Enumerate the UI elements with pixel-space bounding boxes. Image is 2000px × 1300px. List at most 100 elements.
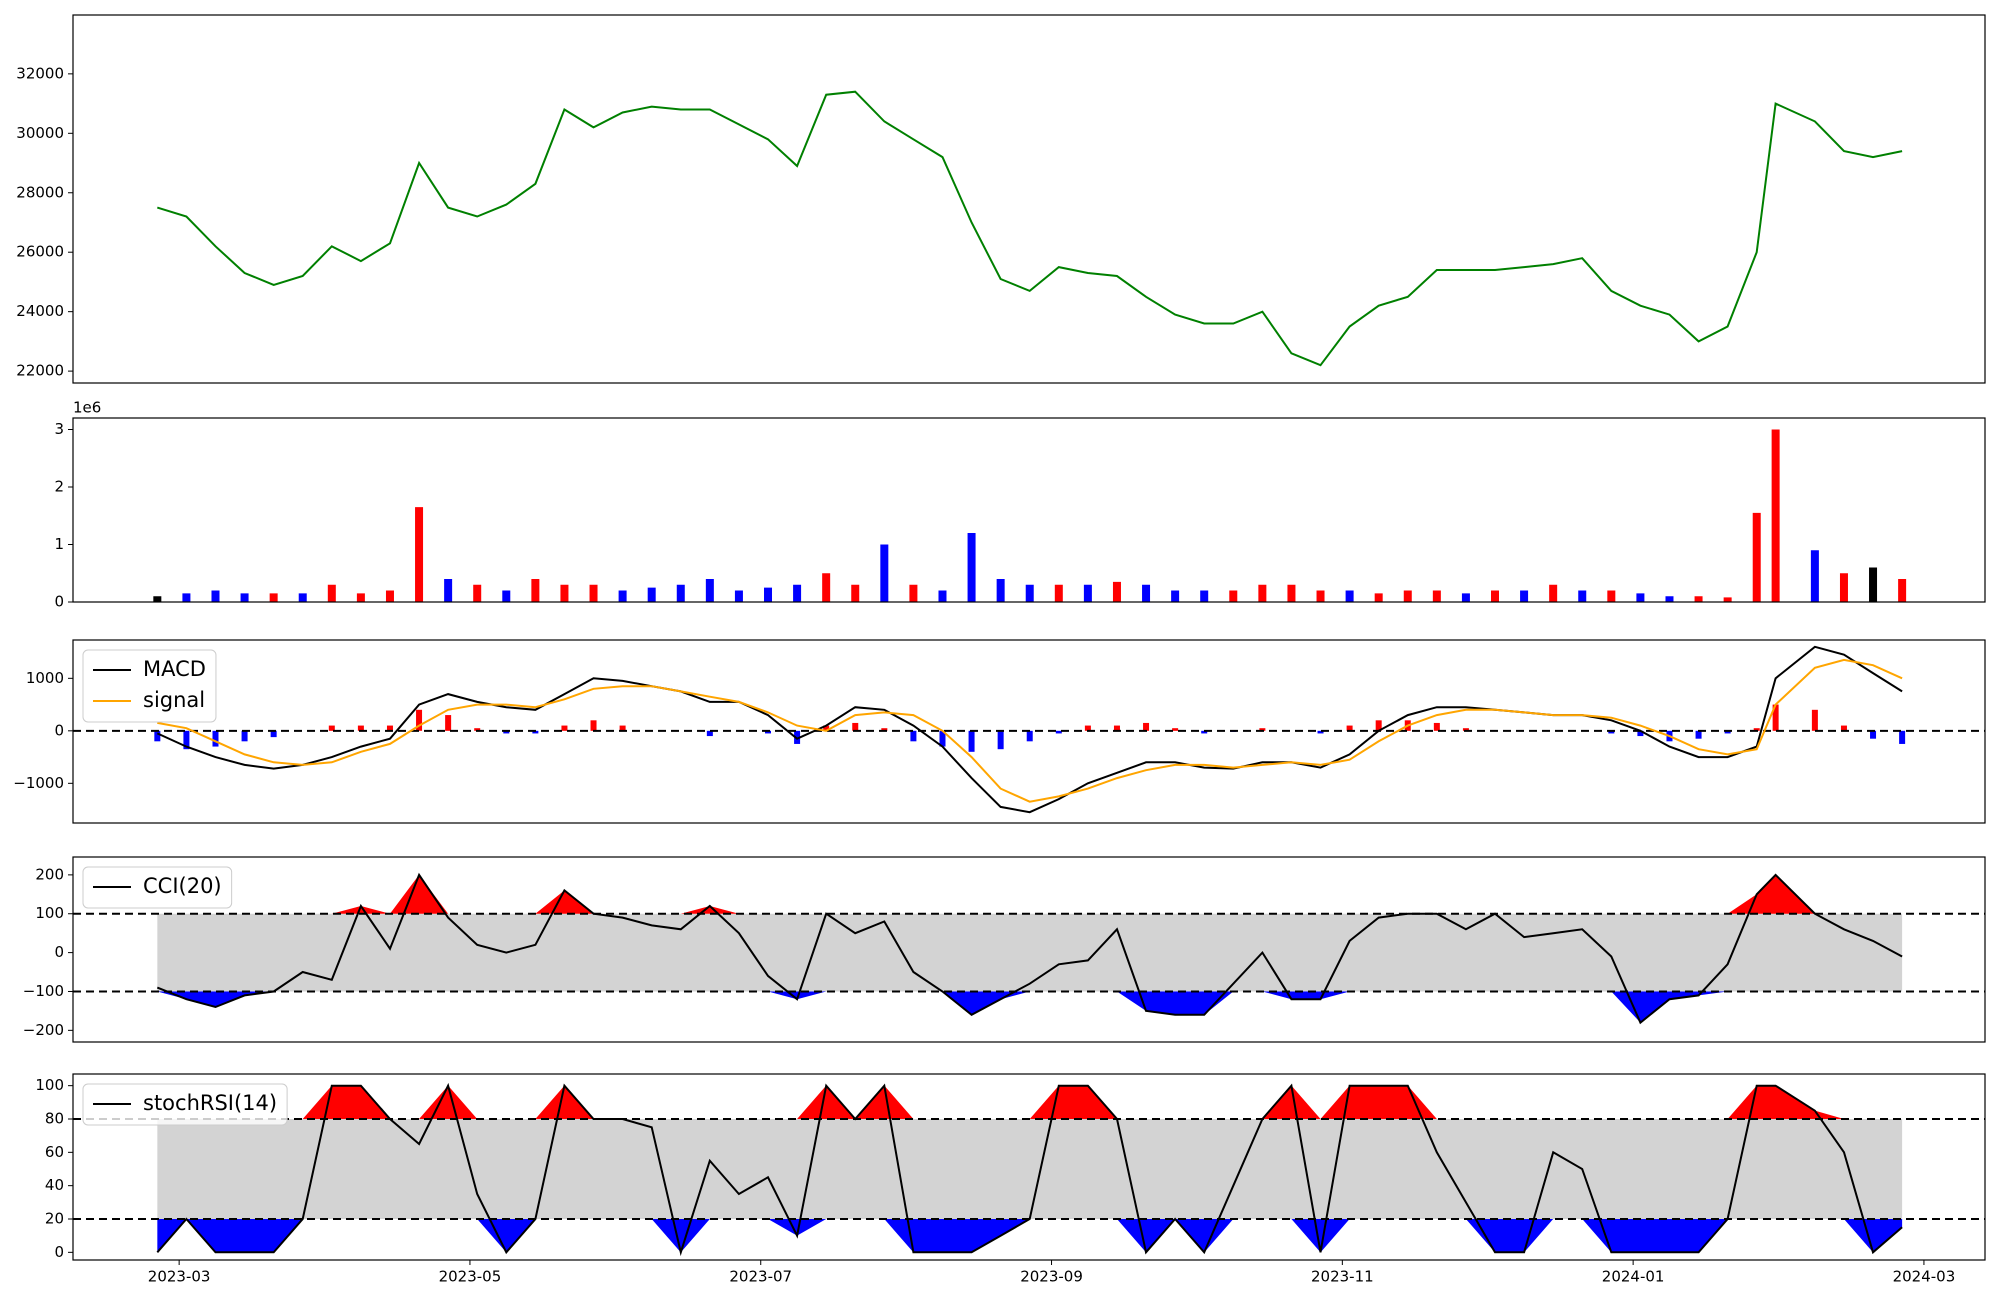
y-tick-label: 3 <box>54 420 64 438</box>
volume-bar <box>1432 590 1441 602</box>
panel-frame <box>72 856 1986 1043</box>
histogram-bar <box>1172 728 1179 731</box>
histogram-bar <box>532 730 539 734</box>
y-tick-label: 80 <box>45 1110 64 1128</box>
histogram-bar <box>939 730 946 747</box>
overbought-fill <box>157 1085 1903 1119</box>
histogram-bar <box>1811 709 1818 731</box>
volume-bar <box>1578 590 1587 602</box>
y-tick-label: 28000 <box>16 183 64 201</box>
x-tick-label: 2023-11 <box>1311 1268 1374 1286</box>
volume-bar <box>793 584 802 602</box>
volume-bar <box>298 593 307 602</box>
volume-bar <box>1723 597 1732 602</box>
volume-bar <box>1461 593 1470 602</box>
volume-bar <box>1403 590 1412 602</box>
y-tick-label: −200 <box>23 1021 64 1039</box>
y-tick-label: −100 <box>23 982 64 1000</box>
volume-bar <box>967 533 976 602</box>
x-tick-label: 2023-05 <box>439 1268 502 1286</box>
y-tick-label: 100 <box>35 1076 64 1094</box>
histogram-bar <box>1026 730 1033 742</box>
volume-bar <box>880 544 889 602</box>
y-tick-label: 0 <box>54 721 64 739</box>
volume-bar <box>938 590 947 602</box>
histogram-bar <box>1724 730 1731 734</box>
panel: −1000 0 1000 MACD signal <box>13 639 1986 824</box>
volume-bar <box>1083 584 1092 602</box>
overbought-fill <box>157 874 1903 914</box>
volume-bar <box>269 593 278 602</box>
volume-bar <box>1258 584 1267 602</box>
histogram-bar <box>1637 730 1644 737</box>
indicator-line <box>156 1082 1903 1257</box>
volume-bar <box>240 593 249 602</box>
histogram-bar <box>1084 725 1091 731</box>
histogram-bar <box>474 728 481 731</box>
indicator-line <box>157 658 1903 803</box>
volume-bar <box>560 584 569 602</box>
volume-bar <box>502 590 511 602</box>
histogram-bar <box>1113 725 1120 731</box>
histogram-bar <box>445 715 452 731</box>
x-tick-label: 2024-03 <box>1893 1268 1956 1286</box>
volume-bar <box>618 590 627 602</box>
y-tick-label: 26000 <box>16 243 64 261</box>
histogram-bar <box>823 725 830 731</box>
histogram-bar <box>968 730 975 752</box>
histogram-bar <box>416 709 423 731</box>
histogram-bar <box>1259 728 1266 731</box>
histogram-bar <box>1870 730 1877 739</box>
volume-bar <box>385 590 394 602</box>
oversold-fill <box>157 991 1903 1023</box>
panel: 0 20 40 60 80 100 stochRSI(14) <box>35 1073 1986 1261</box>
y-tick-label: 0 <box>54 593 64 611</box>
volume-bar <box>211 590 220 602</box>
histogram-bar <box>357 725 364 731</box>
volume-bar <box>676 584 685 602</box>
volume-bar <box>1771 429 1780 602</box>
legend-label: CCI(20) <box>143 874 222 898</box>
y-tick-label: 24000 <box>16 302 64 320</box>
volume-bar <box>1839 573 1848 602</box>
volume-bar <box>764 587 773 602</box>
legend: stochRSI(14) <box>82 1083 288 1126</box>
volume-bar <box>1869 567 1878 602</box>
volume-bar <box>1898 579 1907 602</box>
histogram-bar <box>1375 720 1382 731</box>
volume-bar <box>1694 596 1703 602</box>
volume-bar <box>647 587 656 602</box>
y-tick-label: 200 <box>35 865 64 883</box>
volume-bar <box>1549 584 1558 602</box>
volume-bar <box>444 579 453 602</box>
volume-bar <box>1142 584 1151 602</box>
legend-label: signal <box>143 688 205 712</box>
histogram-bar <box>1143 722 1150 731</box>
histogram-bar <box>1055 730 1062 734</box>
histogram-bar <box>328 725 335 731</box>
legend-label: stochRSI(14) <box>143 1091 277 1115</box>
x-tick-label: 2023-07 <box>729 1268 792 1286</box>
legend-box <box>82 1083 288 1126</box>
y-tick-label: 30000 <box>16 124 64 142</box>
volume-bar <box>705 579 714 602</box>
histogram-bar <box>910 730 917 742</box>
volume-bar <box>473 584 482 602</box>
y-tick-label: 60 <box>45 1143 64 1161</box>
volume-bar <box>851 584 860 602</box>
volume-bar <box>1054 584 1063 602</box>
volume-bar <box>1636 593 1645 602</box>
histogram-bar <box>241 730 248 742</box>
histogram-bar <box>1346 725 1353 731</box>
volume-bar <box>1810 550 1819 602</box>
histogram-bar <box>590 720 597 731</box>
volume-bar <box>153 596 162 602</box>
panel: 22000 24000 26000 28000 30000 32000 <box>16 14 1986 384</box>
panel-frame <box>72 417 1986 603</box>
volume-bar <box>909 584 918 602</box>
volume-bar <box>1287 584 1296 602</box>
legend-label: MACD <box>143 657 206 681</box>
panel: −200 −100 0 100 200 CCI(20) <box>23 856 1986 1043</box>
histogram-bar <box>386 725 393 731</box>
